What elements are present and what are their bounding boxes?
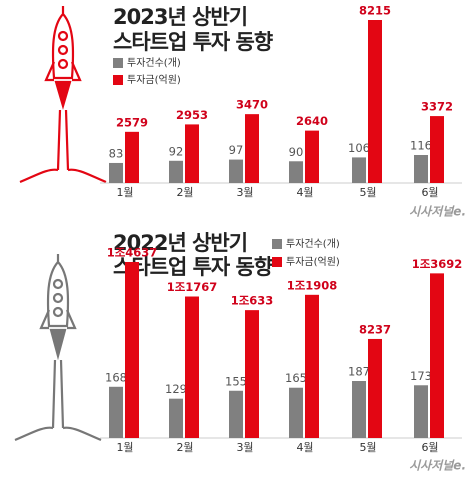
value-label: 1조1767 — [167, 280, 218, 294]
bar — [185, 296, 199, 438]
value-label: 116 — [410, 139, 432, 153]
bar — [245, 310, 259, 438]
legend-label: 투자금(억원) — [127, 74, 181, 86]
bar — [229, 390, 243, 438]
bar — [305, 294, 319, 438]
value-label: 8215 — [359, 4, 391, 18]
chart-title: 2022년 상반기 — [113, 231, 247, 255]
bar — [289, 161, 303, 183]
bar — [125, 262, 139, 438]
bar — [352, 381, 366, 438]
x-tick-label: 4월 — [296, 186, 313, 199]
bar — [185, 124, 199, 183]
value-label: 83 — [109, 146, 124, 160]
chart-title: 2023년 상반기 — [113, 5, 247, 29]
bar — [109, 386, 123, 438]
legend-swatch — [113, 58, 123, 68]
value-label: 173 — [410, 369, 432, 383]
value-label: 129 — [165, 382, 187, 396]
bar — [169, 398, 183, 438]
legend-swatch — [113, 75, 123, 85]
x-tick-label: 4월 — [296, 441, 313, 454]
value-label: 2579 — [116, 115, 148, 129]
chart-title: 스타트업 투자 동향 — [113, 255, 273, 279]
value-label: 1조4637 — [107, 246, 158, 260]
value-label: 187 — [348, 365, 370, 379]
x-tick-label: 5월 — [359, 441, 376, 454]
value-label: 1조1908 — [287, 278, 338, 292]
bar — [430, 116, 444, 183]
source: 시사저널e. — [409, 459, 466, 473]
legend-swatch — [272, 239, 282, 249]
rocket-icon — [19, 6, 107, 184]
bar — [414, 385, 428, 438]
bar — [430, 273, 444, 438]
bar — [289, 387, 303, 438]
x-tick-label: 1월 — [116, 441, 133, 454]
value-label: 2640 — [296, 114, 328, 128]
rocket-icon — [14, 254, 102, 442]
value-label: 97 — [229, 143, 244, 157]
value-label: 1조3692 — [412, 257, 463, 271]
x-tick-label: 5월 — [359, 186, 376, 199]
x-tick-label: 6월 — [421, 186, 438, 199]
legend-label: 투자건수(개) — [286, 238, 340, 250]
bar — [368, 20, 382, 183]
bar — [109, 162, 123, 183]
bar — [414, 155, 428, 183]
x-tick-label: 1월 — [116, 186, 133, 199]
value-label: 106 — [348, 141, 370, 155]
value-label: 155 — [225, 374, 247, 388]
bar — [125, 131, 139, 183]
bar — [352, 157, 366, 183]
value-label: 165 — [285, 371, 307, 385]
value-label: 8237 — [359, 322, 391, 336]
value-label: 1조633 — [231, 294, 274, 308]
chart-title: 스타트업 투자 동향 — [113, 30, 273, 54]
value-label: 92 — [169, 144, 184, 158]
bar — [368, 338, 382, 438]
bar — [305, 130, 319, 183]
source: 시사저널e. — [409, 205, 466, 219]
value-label: 3372 — [421, 100, 453, 114]
legend-label: 투자금(억원) — [286, 256, 340, 268]
value-label: 90 — [289, 145, 304, 159]
value-label: 168 — [105, 370, 127, 384]
x-tick-label: 2월 — [176, 186, 193, 199]
value-label: 3470 — [236, 98, 268, 112]
x-tick-label: 3월 — [236, 441, 253, 454]
bar — [169, 160, 183, 183]
x-tick-label: 3월 — [236, 186, 253, 199]
x-tick-label: 2월 — [176, 441, 193, 454]
bar — [245, 114, 259, 183]
x-tick-label: 6월 — [421, 441, 438, 454]
bar — [229, 159, 243, 183]
value-label: 2953 — [176, 108, 208, 122]
legend-label: 투자건수(개) — [127, 57, 181, 69]
legend-swatch — [272, 257, 282, 267]
